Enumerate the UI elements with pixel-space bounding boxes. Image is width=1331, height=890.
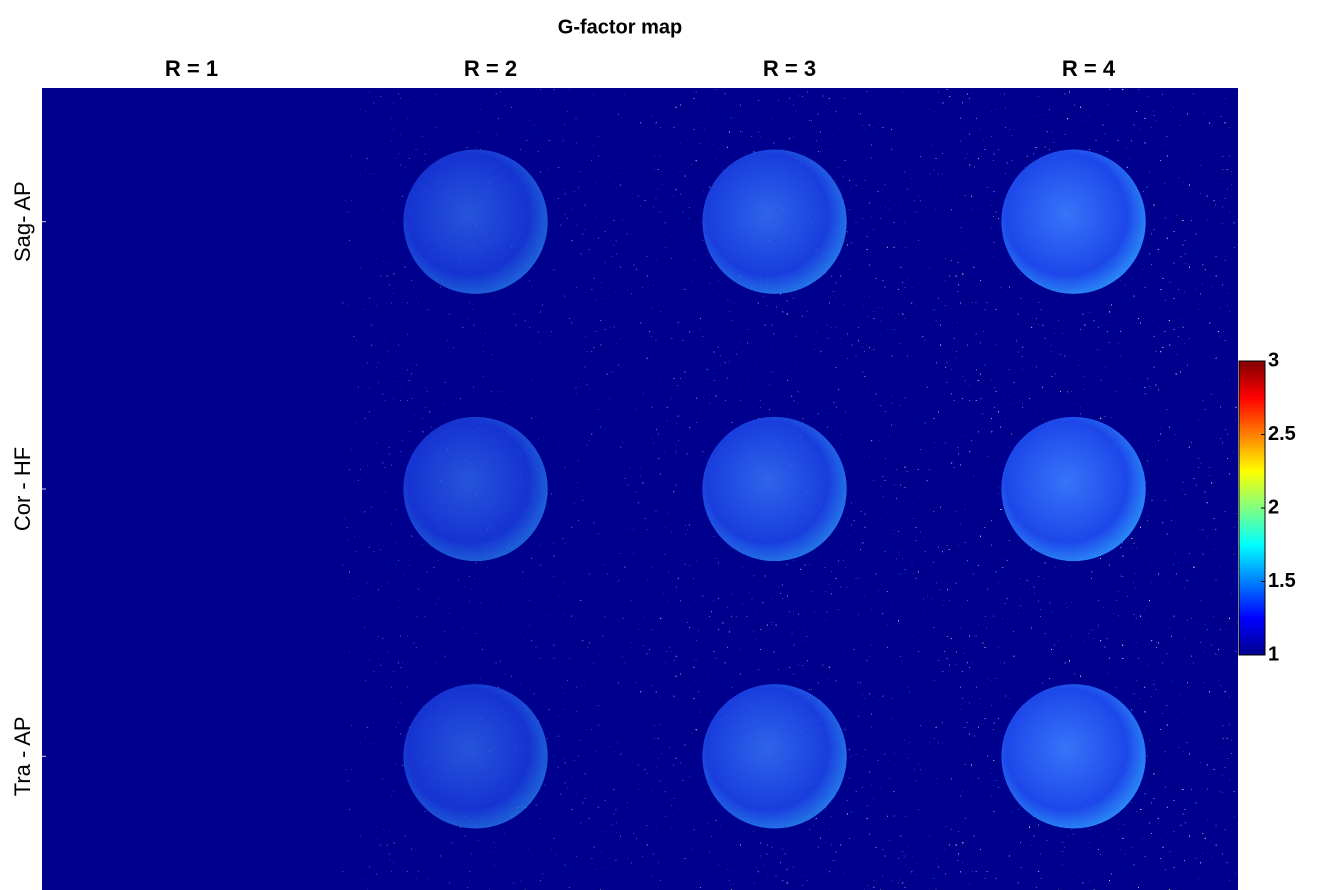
phantom xyxy=(403,149,547,293)
row-label: Sag- AP xyxy=(10,181,35,262)
phantom xyxy=(1001,684,1145,828)
colorbar-tick-label: 1.5 xyxy=(1268,570,1296,592)
phantom xyxy=(403,684,547,828)
phantom xyxy=(702,149,846,293)
figure-title: G-factor map xyxy=(558,16,682,38)
colorbar-tick-label: 1 xyxy=(1268,643,1279,665)
row-label: Cor - HF xyxy=(10,447,35,531)
phantom xyxy=(403,417,547,561)
figure: G-factor map R = 1 R = 2 R = 3 R = 4 Sag- AP… xyxy=(0,0,1331,890)
phantom xyxy=(1001,149,1145,293)
column-label: R = 3 xyxy=(763,56,816,81)
colorbar-tick-label: 2 xyxy=(1268,496,1279,518)
panel-grid xyxy=(42,88,1238,890)
colorbar-tick-label: 3 xyxy=(1268,349,1279,371)
column-label: R = 1 xyxy=(165,56,218,81)
phantom xyxy=(1001,417,1145,561)
column-label: R = 4 xyxy=(1062,56,1116,81)
phantom xyxy=(702,417,846,561)
column-label: R = 2 xyxy=(464,56,517,81)
phantom xyxy=(702,684,846,828)
colorbar-tick-label: 2.5 xyxy=(1268,423,1296,445)
row-label: Tra - AP xyxy=(10,716,35,796)
